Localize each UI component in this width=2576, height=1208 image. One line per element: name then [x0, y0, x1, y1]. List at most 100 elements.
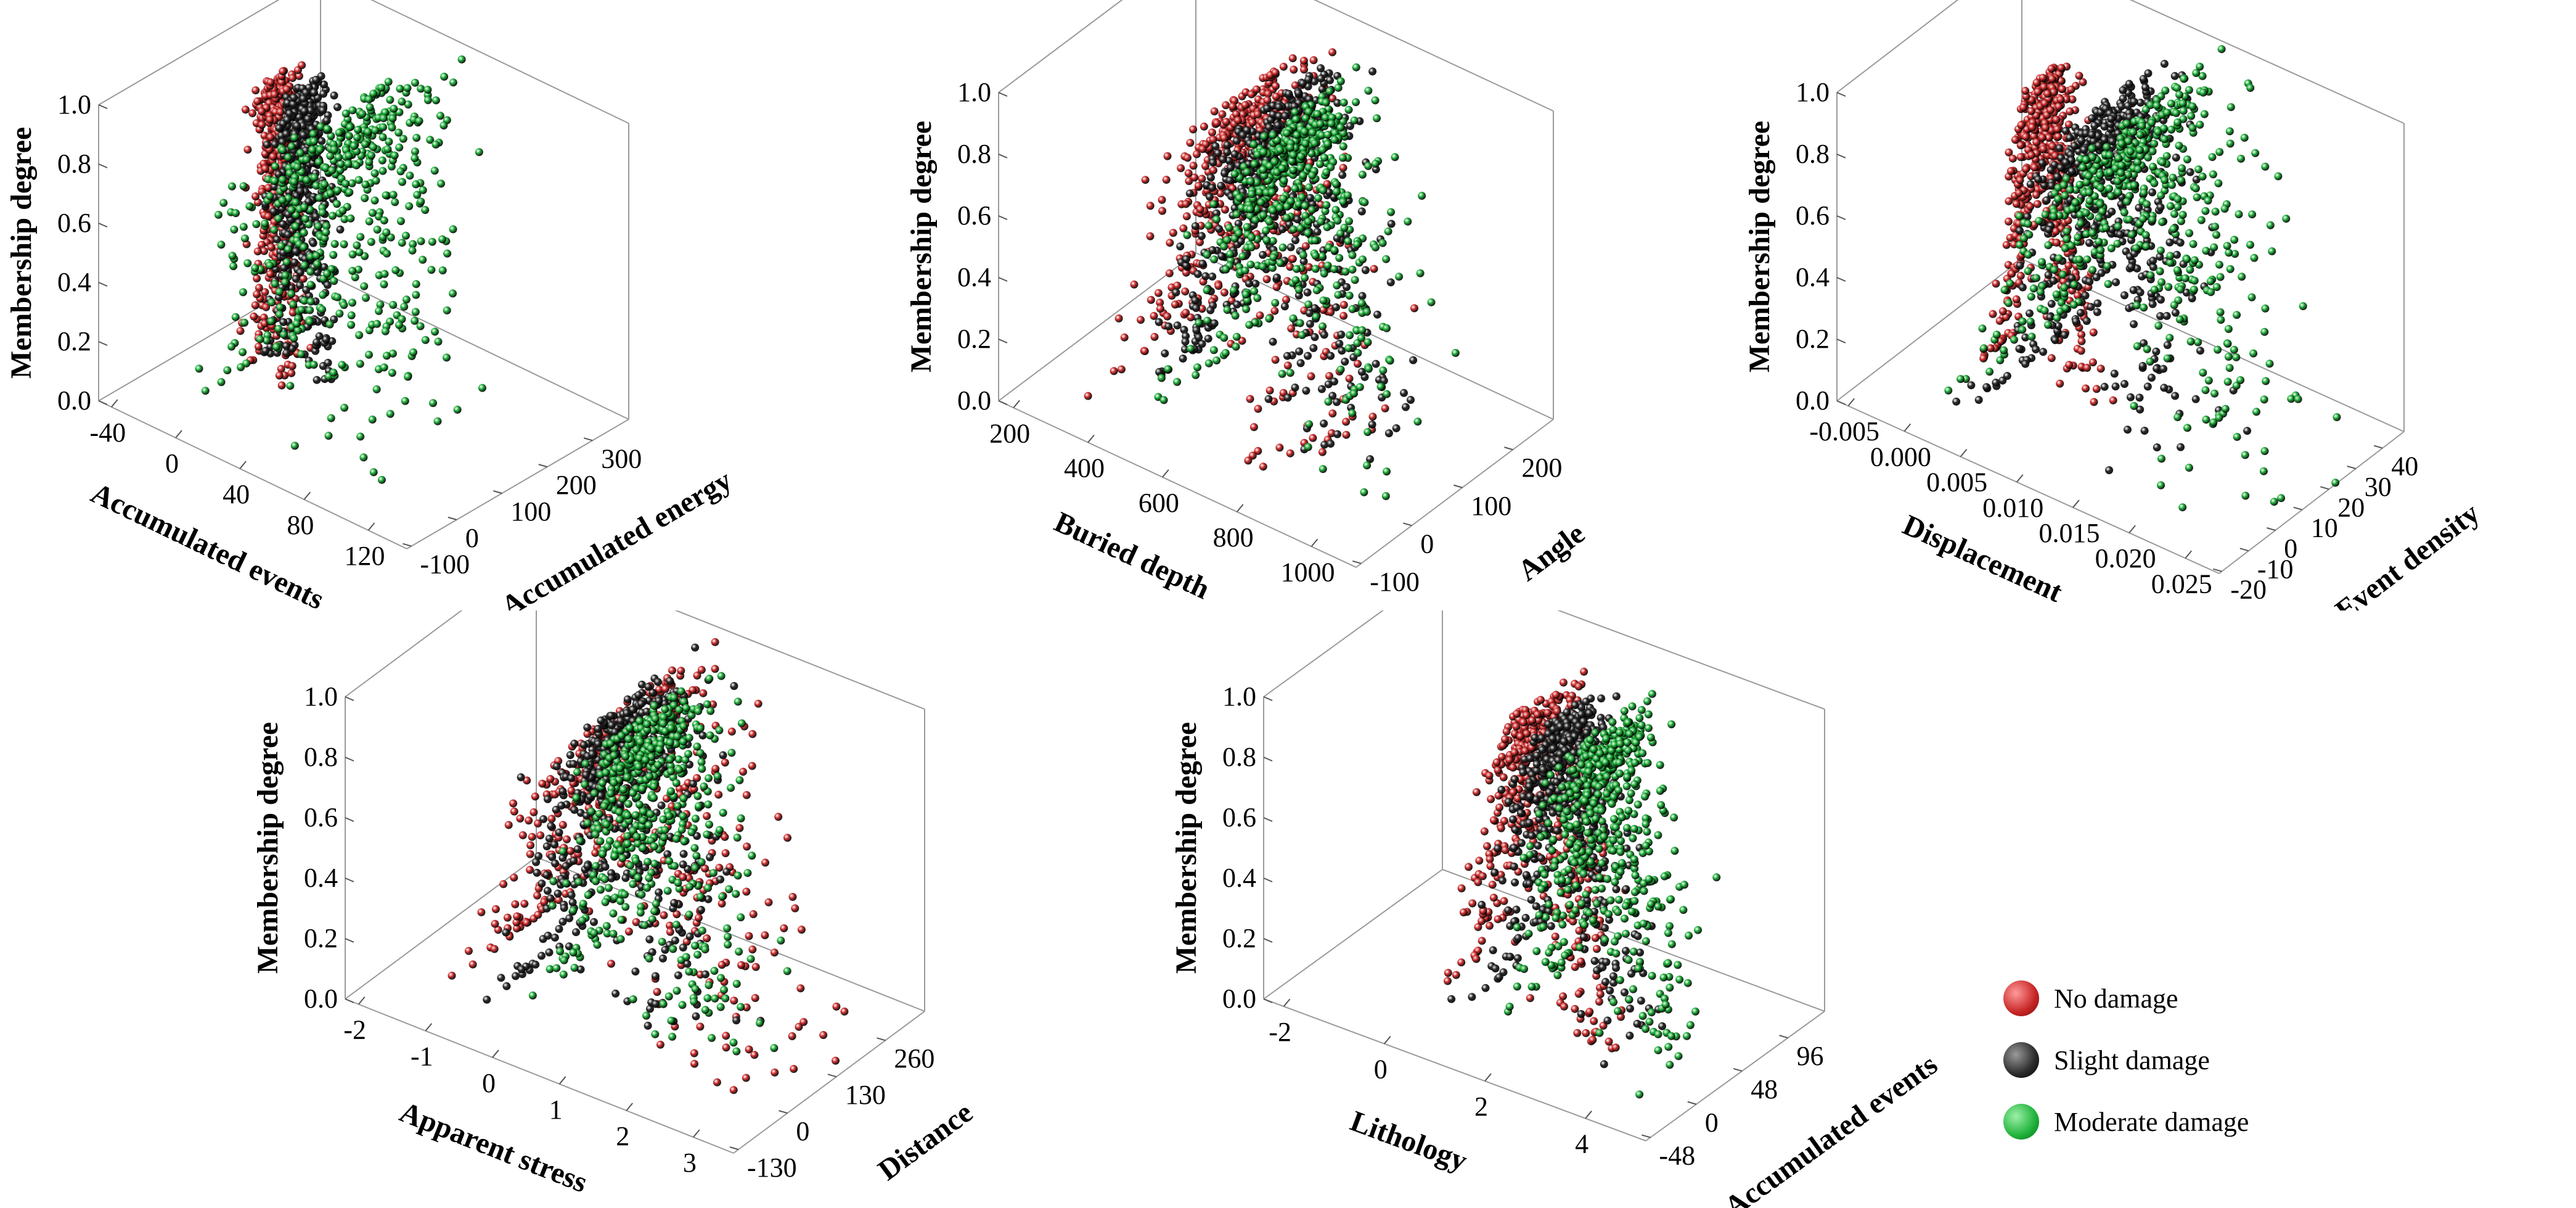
data-point-moderate-damage	[2181, 274, 2190, 282]
data-point-moderate-damage	[2074, 233, 2082, 242]
data-point-moderate-damage	[1250, 160, 1259, 168]
data-point-slight-damage	[1387, 220, 1396, 228]
data-point-slight-damage	[1982, 383, 1991, 392]
data-point-slight-damage	[1337, 331, 1346, 339]
data-point-moderate-damage	[268, 298, 276, 306]
data-point-moderate-damage	[2015, 212, 2024, 221]
data-point-slight-damage	[2124, 102, 2132, 110]
x-tick-label: -2	[343, 1015, 366, 1045]
data-point-moderate-damage	[1348, 265, 1357, 274]
data-point-moderate-damage	[309, 129, 317, 138]
data-point-no-damage	[2038, 133, 2046, 142]
data-point-no-damage	[1263, 96, 1272, 105]
data-point-slight-damage	[2156, 252, 2164, 261]
data-point-no-damage	[1177, 164, 1185, 173]
data-point-slight-damage	[2176, 239, 2185, 247]
data-point-moderate-damage	[478, 384, 486, 392]
data-point-moderate-damage	[2144, 153, 2153, 162]
data-point-moderate-damage	[319, 290, 327, 299]
data-point-moderate-damage	[281, 278, 290, 287]
data-point-slight-damage	[1320, 440, 1329, 449]
data-point-moderate-damage	[2247, 293, 2256, 302]
data-points	[195, 55, 486, 484]
data-point-moderate-damage	[279, 146, 287, 155]
data-point-moderate-damage	[1304, 300, 1313, 309]
data-point-moderate-damage	[1427, 298, 1436, 306]
data-point-slight-damage	[1341, 358, 1349, 366]
data-point-moderate-damage	[2142, 242, 2151, 251]
x-tick-label: 120	[345, 541, 385, 571]
data-point-slight-damage	[1191, 296, 1200, 305]
data-point-moderate-damage	[2060, 283, 2069, 292]
axis-edge	[2218, 431, 2405, 574]
data-point-slight-damage	[2061, 126, 2070, 135]
data-point-slight-damage	[1402, 403, 1410, 411]
data-point-moderate-damage	[1301, 202, 1309, 210]
data-point-moderate-damage	[399, 134, 407, 143]
data-point-moderate-damage	[1283, 202, 1291, 211]
data-point-slight-damage	[2047, 300, 2056, 308]
data-point-moderate-damage	[419, 255, 427, 264]
data-point-moderate-damage	[287, 206, 296, 214]
data-point-moderate-damage	[1203, 250, 1211, 259]
data-point-slight-damage	[320, 263, 329, 271]
data-point-moderate-damage	[2070, 281, 2079, 289]
data-point-moderate-damage	[433, 417, 442, 425]
data-point-slight-damage	[283, 115, 292, 124]
data-point-slight-damage	[2085, 239, 2093, 247]
data-point-moderate-damage	[2241, 491, 2250, 500]
data-point-moderate-damage	[2096, 246, 2105, 255]
data-point-moderate-damage	[396, 217, 405, 226]
data-point-moderate-damage	[217, 240, 226, 249]
data-point-moderate-damage	[1328, 113, 1336, 122]
data-point-slight-damage	[2105, 466, 2114, 474]
data-point-moderate-damage	[315, 194, 324, 202]
data-point-moderate-damage	[2130, 401, 2138, 410]
data-point-no-damage	[1283, 361, 1292, 370]
axis-edge	[998, 0, 1123, 93]
data-point-moderate-damage	[1321, 207, 1330, 215]
data-point-moderate-damage	[1289, 166, 1298, 175]
data-point-slight-damage	[2066, 134, 2074, 142]
data-point-slight-damage	[279, 318, 288, 326]
data-point-slight-damage	[1238, 131, 1247, 139]
data-point-moderate-damage	[1248, 233, 1256, 242]
data-point-moderate-damage	[1395, 273, 1404, 281]
data-point-moderate-damage	[231, 313, 240, 321]
data-point-moderate-damage	[2206, 277, 2215, 286]
data-point-moderate-damage	[1243, 223, 1251, 231]
data-point-moderate-damage	[290, 442, 299, 450]
data-point-moderate-damage	[2146, 271, 2155, 279]
data-point-moderate-damage	[245, 202, 254, 210]
data-point-no-damage	[1147, 295, 1155, 304]
data-point-moderate-damage	[2113, 239, 2122, 248]
data-point-moderate-damage	[1330, 265, 1339, 273]
data-point-moderate-damage	[2026, 318, 2035, 326]
z-tick-mark	[98, 163, 108, 168]
data-point-moderate-damage	[2165, 334, 2174, 342]
data-point-moderate-damage	[2117, 161, 2126, 170]
data-point-moderate-damage	[2020, 234, 2028, 243]
data-point-moderate-damage	[239, 223, 248, 231]
data-point-moderate-damage	[1241, 266, 1249, 275]
data-point-moderate-damage	[2225, 249, 2233, 257]
z-tick-mark	[98, 104, 108, 109]
y-tick-label: 0	[2284, 533, 2297, 564]
data-point-no-damage	[1259, 462, 1267, 471]
z-tick-label: 0.8	[957, 139, 991, 169]
data-point-moderate-damage	[1283, 129, 1291, 138]
y-tick-label: 30	[2365, 472, 2392, 502]
data-point-moderate-damage	[243, 259, 252, 268]
data-point-slight-damage	[2015, 345, 2024, 353]
data-point-moderate-damage	[297, 350, 306, 358]
data-point-slight-damage	[1338, 347, 1346, 355]
data-point-moderate-damage	[379, 123, 387, 131]
x-tick-mark	[303, 491, 311, 500]
data-point-moderate-damage	[1210, 255, 1219, 264]
data-point-moderate-damage	[427, 266, 436, 274]
data-point-slight-damage	[2157, 295, 2165, 304]
data-point-moderate-damage	[1253, 150, 1262, 159]
data-point-slight-damage	[1343, 283, 1351, 291]
data-point-moderate-damage	[403, 84, 412, 92]
data-point-moderate-damage	[2105, 151, 2114, 160]
